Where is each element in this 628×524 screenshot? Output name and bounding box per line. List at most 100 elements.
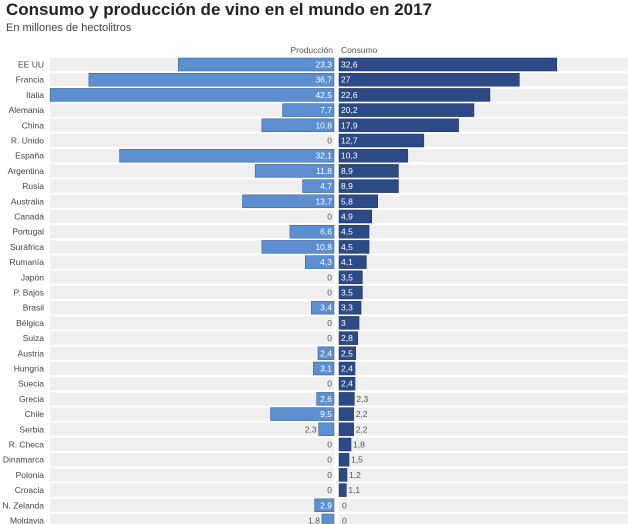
row-background-consumption: [339, 301, 628, 315]
row-background-consumption: [339, 210, 628, 223]
production-header: Producción: [290, 45, 333, 55]
category-label: España: [15, 151, 44, 161]
category-label: China: [22, 120, 44, 130]
row-background-production: [50, 255, 334, 269]
production-bar: [316, 392, 335, 406]
row-background-production: [50, 346, 334, 360]
production-bar: [317, 346, 335, 361]
production-value-label: 2,4: [320, 348, 332, 358]
production-value-label: 13,7: [315, 196, 332, 206]
row-background-production: [50, 483, 334, 497]
chart-title: Consumo y producción de vino en el mundo…: [6, 0, 433, 19]
category-label: Portugal: [12, 227, 44, 237]
category-label: Chile: [25, 409, 45, 419]
consumption-value-label: 5,8: [341, 196, 353, 206]
row-background-consumption: [339, 407, 628, 421]
consumption-value-label: 4,5: [341, 227, 353, 237]
production-value-label: 2,6: [320, 394, 332, 404]
production-value-label: 4,3: [320, 257, 332, 267]
category-label: Japón: [21, 272, 44, 282]
production-value-label: 0: [327, 136, 332, 146]
consumption-value-label: 1,1: [348, 485, 360, 495]
category-label: P. Bajos: [13, 288, 44, 298]
consumption-value-label: 1,5: [351, 455, 363, 465]
category-label: Moldavia: [10, 516, 44, 524]
consumption-bar: [338, 392, 355, 406]
row-background-consumption: [339, 286, 628, 299]
consumption-value-label: 2,8: [341, 333, 353, 343]
category-label: Suráfrica: [10, 242, 44, 252]
production-bar: [318, 422, 335, 437]
consumption-bar: [338, 224, 370, 239]
production-value-label: 0: [327, 288, 332, 298]
category-label: Polonia: [16, 470, 45, 480]
consumption-value-label: 3,5: [341, 288, 353, 298]
production-bar: [119, 148, 335, 163]
row-background-production: [50, 210, 334, 223]
consumption-value-label: 2,4: [341, 379, 353, 389]
row-background-consumption: [339, 331, 628, 345]
category-label: Brasil: [23, 303, 44, 313]
row-background-consumption: [339, 164, 628, 178]
category-label: R. Checa: [9, 440, 45, 450]
category-label: N. Zelanda: [2, 500, 44, 510]
consumption-bar: [338, 346, 356, 361]
production-bar: [261, 118, 335, 133]
row-background-production: [50, 514, 334, 524]
production-value-label: 10,8: [315, 242, 332, 252]
production-value-label: 36,7: [315, 75, 332, 85]
row-background-production: [50, 377, 334, 391]
category-label: Croacia: [15, 485, 45, 495]
row-background-production: [50, 103, 334, 117]
production-value-label: 0: [327, 272, 332, 282]
consumption-header: Consumo: [341, 45, 378, 55]
consumption-bar: [338, 88, 491, 102]
row-background-consumption: [339, 377, 628, 391]
production-bar: [321, 513, 335, 524]
consumption-bar: [338, 300, 362, 315]
production-value-label: 10,8: [315, 120, 332, 130]
row-background-consumption: [339, 362, 628, 375]
consumption-value-label: 4,9: [341, 212, 353, 222]
consumption-bar: [338, 57, 558, 72]
category-label: Canadá: [14, 212, 44, 222]
consumption-bar: [338, 361, 356, 376]
production-bar: [305, 255, 335, 269]
consumption-bar: [338, 255, 367, 269]
production-bar: [270, 407, 335, 421]
consumption-value-label: 12,7: [341, 136, 358, 146]
category-label: Grecia: [19, 394, 44, 404]
production-value-label: 23,3: [315, 60, 332, 70]
row-background-production: [50, 301, 334, 315]
consumption-bar: [338, 148, 409, 163]
consumption-bar: [338, 422, 354, 437]
category-label: Australia: [11, 196, 44, 206]
row-background-production: [50, 179, 334, 193]
consumption-value-label: 2,4: [341, 364, 353, 374]
production-value-label: 42,5: [315, 90, 332, 100]
row-background-production: [50, 134, 334, 147]
row-background-production: [50, 270, 334, 284]
production-value-label: 0: [327, 212, 332, 222]
consumption-bar: [338, 376, 356, 391]
row-background-consumption: [339, 498, 628, 512]
consumption-bar: [338, 72, 520, 87]
production-value-label: 0: [327, 379, 332, 389]
production-bar: [254, 164, 335, 178]
consumption-bar: [338, 194, 378, 209]
consumption-bar: [338, 179, 399, 193]
consumption-value-label: 2,2: [356, 424, 368, 434]
row-background-production: [50, 407, 334, 421]
production-bar: [302, 179, 335, 193]
production-value-label: 0: [327, 333, 332, 343]
category-label: Argentina: [8, 166, 45, 176]
consumption-bar: [338, 331, 358, 345]
consumption-bar: [338, 407, 354, 421]
consumption-bar: [338, 437, 352, 452]
row-background-consumption: [339, 194, 628, 208]
category-label: Suecia: [18, 379, 44, 389]
category-label: Alemania: [9, 105, 45, 115]
production-value-label: 32,1: [315, 151, 332, 161]
consumption-bar: [338, 133, 425, 148]
